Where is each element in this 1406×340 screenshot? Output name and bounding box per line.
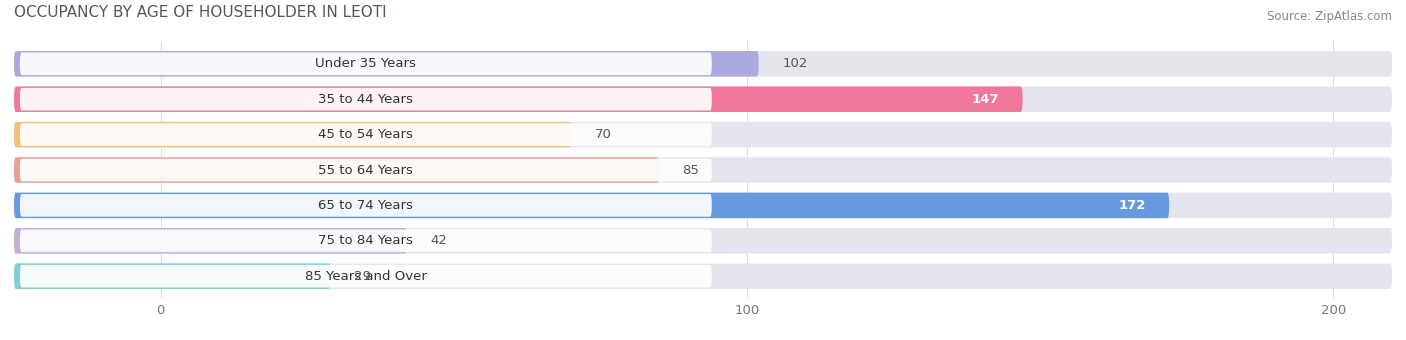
FancyBboxPatch shape	[14, 122, 1392, 147]
FancyBboxPatch shape	[14, 86, 1022, 112]
Text: 85 Years and Over: 85 Years and Over	[305, 270, 427, 283]
Text: 85: 85	[682, 164, 699, 176]
FancyBboxPatch shape	[20, 230, 711, 252]
Text: 75 to 84 Years: 75 to 84 Years	[318, 234, 413, 247]
Text: 55 to 64 Years: 55 to 64 Years	[318, 164, 413, 176]
Text: 102: 102	[782, 57, 807, 70]
FancyBboxPatch shape	[20, 159, 711, 181]
Text: 45 to 54 Years: 45 to 54 Years	[318, 128, 413, 141]
Text: 172: 172	[1118, 199, 1146, 212]
FancyBboxPatch shape	[14, 228, 406, 254]
Text: Source: ZipAtlas.com: Source: ZipAtlas.com	[1267, 10, 1392, 23]
Text: Under 35 Years: Under 35 Years	[315, 57, 416, 70]
FancyBboxPatch shape	[14, 51, 1392, 76]
FancyBboxPatch shape	[20, 265, 711, 288]
Text: 29: 29	[354, 270, 371, 283]
FancyBboxPatch shape	[14, 193, 1170, 218]
Text: 35 to 44 Years: 35 to 44 Years	[318, 93, 413, 106]
FancyBboxPatch shape	[14, 193, 1392, 218]
Text: 42: 42	[430, 234, 447, 247]
FancyBboxPatch shape	[14, 51, 759, 76]
FancyBboxPatch shape	[20, 52, 711, 75]
FancyBboxPatch shape	[14, 264, 1392, 289]
FancyBboxPatch shape	[14, 157, 1392, 183]
FancyBboxPatch shape	[14, 157, 659, 183]
FancyBboxPatch shape	[20, 123, 711, 146]
Text: 65 to 74 Years: 65 to 74 Years	[318, 199, 413, 212]
FancyBboxPatch shape	[14, 86, 1392, 112]
FancyBboxPatch shape	[20, 88, 711, 110]
Text: 70: 70	[595, 128, 612, 141]
FancyBboxPatch shape	[14, 122, 571, 147]
FancyBboxPatch shape	[14, 228, 1392, 254]
Text: OCCUPANCY BY AGE OF HOUSEHOLDER IN LEOTI: OCCUPANCY BY AGE OF HOUSEHOLDER IN LEOTI	[14, 5, 387, 20]
FancyBboxPatch shape	[14, 264, 330, 289]
Text: 147: 147	[972, 93, 1000, 106]
FancyBboxPatch shape	[20, 194, 711, 217]
